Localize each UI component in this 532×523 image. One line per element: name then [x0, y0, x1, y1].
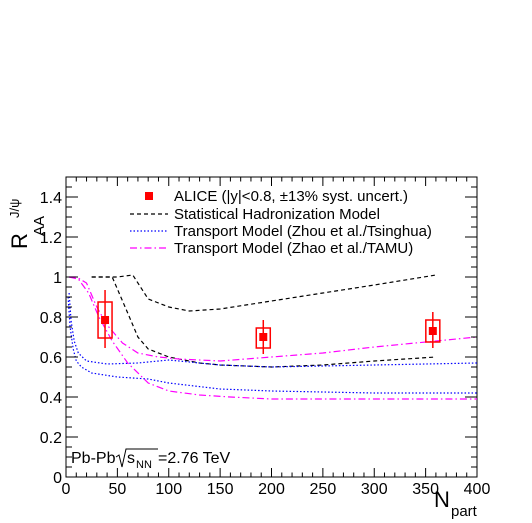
- data-points: [97, 290, 441, 354]
- x-tick-label: 100: [155, 481, 182, 498]
- legend: ALICE (|y|<0.8, ±13% syst. uncert.)Stati…: [130, 188, 432, 257]
- x-axis-label: N: [434, 487, 450, 512]
- y-tick-label: 1.4: [40, 190, 62, 207]
- x-tick-label: 400: [464, 481, 491, 498]
- y-tick-label: 1.2: [40, 230, 62, 247]
- y-axis-label-sup: J/ψ: [7, 199, 22, 218]
- sqrt-sign: [115, 448, 158, 468]
- y-tick-label: 0.8: [40, 310, 62, 327]
- annotation-energy-sub: NN: [136, 459, 152, 471]
- y-tick-label: 0.4: [40, 390, 62, 407]
- annotation-energy-s: s: [127, 450, 135, 467]
- data-point-group: [97, 290, 113, 348]
- x-tick-label: 300: [361, 481, 388, 498]
- legend-label: ALICE (|y|<0.8, ±13% syst. uncert.): [174, 188, 408, 205]
- y-tick-label: 1: [53, 270, 62, 287]
- legend-label: Transport Model (Zhao et al./TAMU): [174, 240, 413, 257]
- model-curve: [91, 276, 436, 368]
- y-tick-label: 0.6: [40, 350, 62, 367]
- x-tick-label: 350: [412, 481, 439, 498]
- legend-label: Statistical Hadronization Model: [174, 206, 380, 223]
- data-point: [101, 316, 110, 324]
- collision-annotation: Pb-Pb s NN =2.76 TeV: [71, 448, 231, 471]
- legend-marker-alice: [145, 192, 153, 200]
- annotation-energy-value: =2.76 TeV: [158, 450, 231, 467]
- model-curve: [91, 274, 436, 312]
- y-axis-label-sub: AA: [31, 216, 48, 236]
- model-curve: [67, 296, 477, 394]
- syst-error-box: [255, 327, 272, 349]
- y-axis-label: R: [7, 233, 32, 249]
- x-tick-label: 250: [310, 481, 337, 498]
- x-tick-label: 0: [62, 481, 71, 498]
- model-curve: [68, 276, 477, 400]
- data-point-group: [425, 312, 441, 348]
- x-tick-label: 200: [258, 481, 285, 498]
- data-point: [259, 333, 268, 341]
- y-tick-label: 0.2: [40, 430, 62, 447]
- y-tick-label: 0: [53, 470, 62, 487]
- syst-error-box: [97, 301, 113, 339]
- model-curve: [68, 292, 478, 368]
- data-point-group: [255, 320, 272, 354]
- model-curve: [69, 276, 478, 362]
- annotation-system: Pb-Pb: [71, 450, 116, 467]
- model-curves: [67, 274, 478, 400]
- legend-label: Transport Model (Zhou et al./Tsinghua): [174, 223, 432, 240]
- axes: 0 50 100 150 200 250 300 350 400 0 0.2 0.4 0.6 0.8 1 1.…: [40, 177, 491, 498]
- x-tick-label: 150: [207, 481, 234, 498]
- syst-error-box: [425, 319, 441, 343]
- data-point: [428, 327, 437, 335]
- x-tick-label: 50: [108, 481, 126, 498]
- x-axis-label-sub: part: [451, 503, 478, 520]
